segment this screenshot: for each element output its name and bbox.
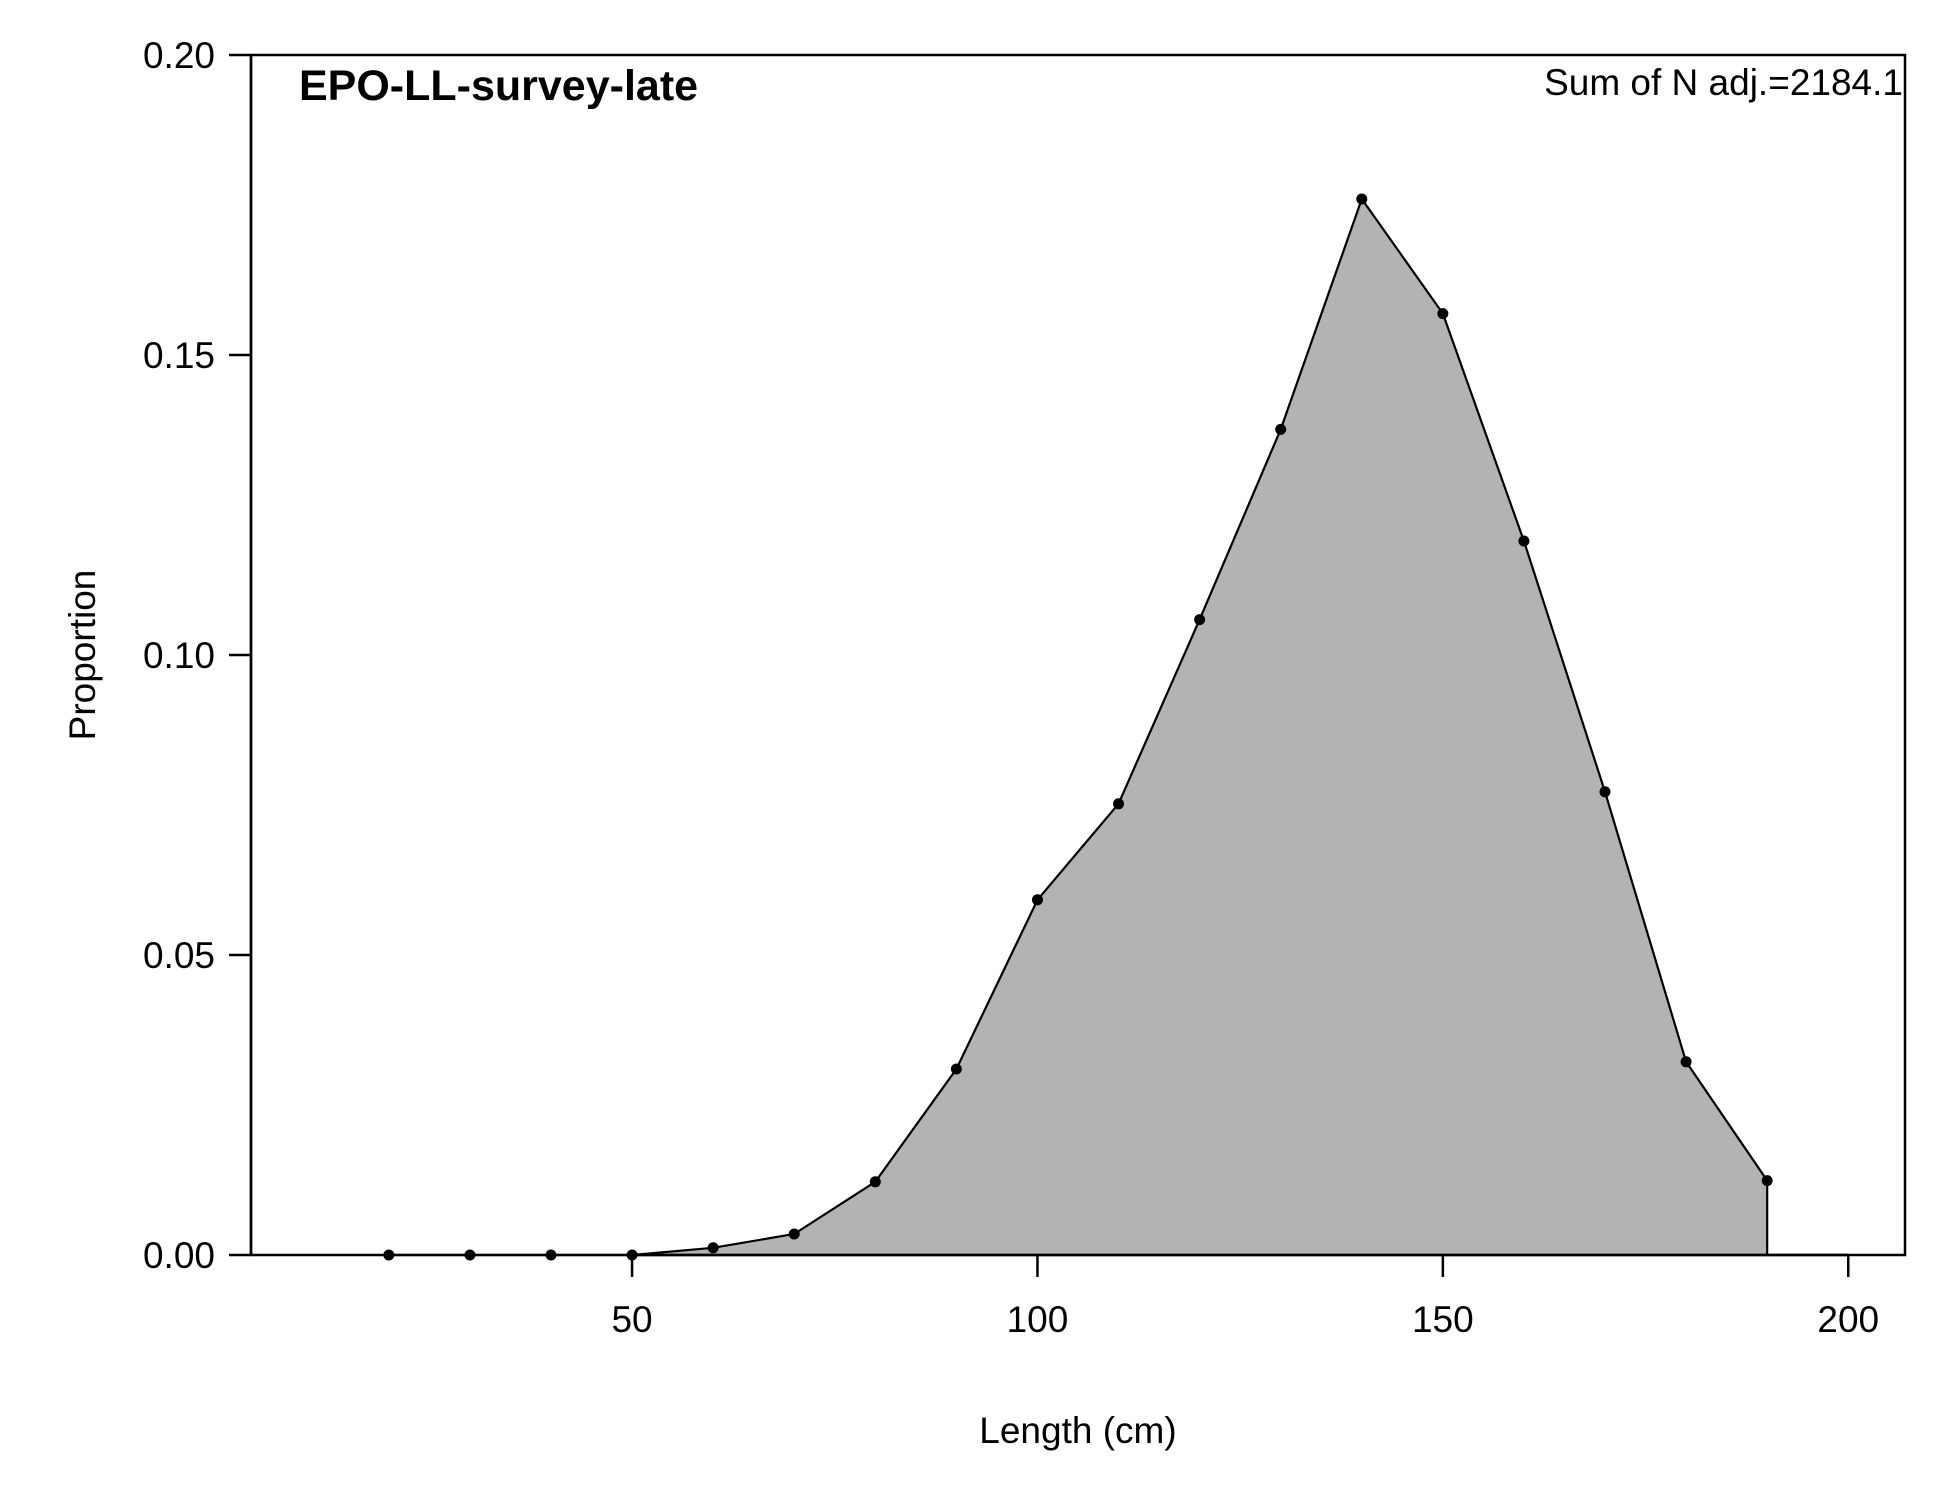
x-tick-label-50: 50 [611, 1299, 652, 1340]
data-point-100 [1031, 894, 1043, 906]
point-layer [383, 193, 1773, 1261]
data-point-120 [1194, 614, 1206, 626]
y-tick-label-0.05: 0.05 [143, 935, 215, 976]
plot-frame [249, 53, 1907, 1257]
data-point-180 [1680, 1056, 1692, 1068]
y-axis-title: Proportion [62, 570, 103, 741]
data-point-90 [950, 1063, 962, 1075]
data-point-150 [1437, 308, 1449, 320]
y-tick-label-0: 0.00 [143, 1235, 215, 1276]
series-area-fill [388, 199, 1768, 1255]
sum-n-annotation: Sum of N adj.=2184.1 [1544, 62, 1903, 103]
data-point-170 [1599, 786, 1611, 798]
x-tick-label-150: 150 [1412, 1299, 1474, 1340]
area-layer [388, 199, 1768, 1255]
y-tick-label-0.15: 0.15 [143, 335, 215, 376]
data-point-60 [707, 1242, 719, 1254]
data-point-190 [1761, 1175, 1773, 1187]
y-tick-label-0.2: 0.20 [143, 35, 215, 76]
x-tick-label-200: 200 [1817, 1299, 1879, 1340]
data-point-70 [788, 1228, 800, 1240]
x-tick-label-100: 100 [1007, 1299, 1069, 1340]
data-point-130 [1275, 423, 1287, 435]
data-point-140 [1356, 193, 1368, 205]
data-point-80 [869, 1176, 881, 1188]
x-axis-title: Length (cm) [979, 1410, 1176, 1451]
data-point-160 [1518, 535, 1530, 547]
chart-title: EPO-LL-survey-late [299, 62, 698, 110]
data-point-110 [1113, 798, 1125, 810]
y-tick-label-0.1: 0.10 [143, 635, 215, 676]
